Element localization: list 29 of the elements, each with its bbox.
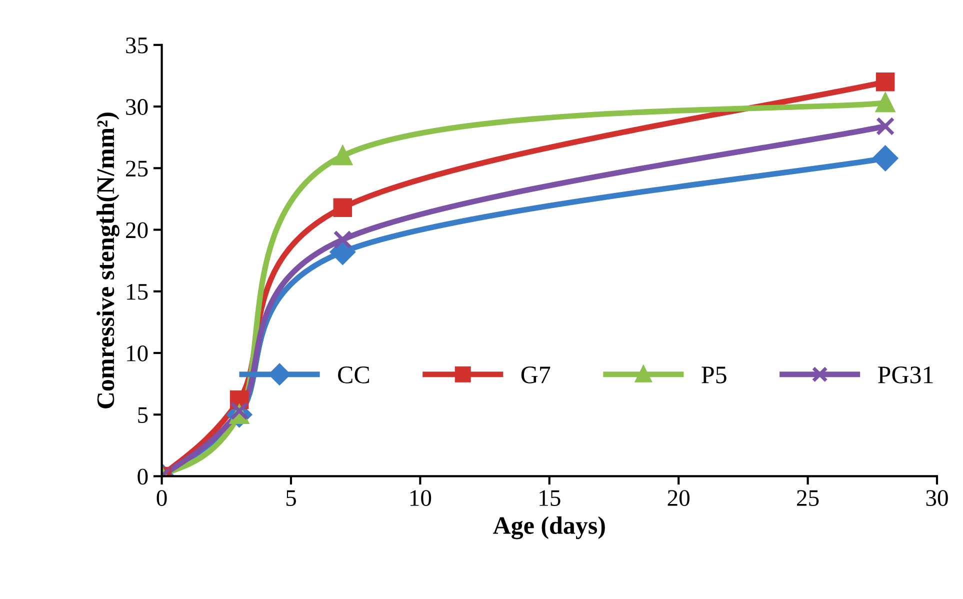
y-tick-label: 30	[126, 99, 148, 115]
legend-label: P5	[702, 366, 726, 384]
x-tick-label: 15	[540, 490, 560, 506]
y-tick-label: 20	[126, 222, 148, 238]
legend-label: CC	[338, 366, 369, 384]
y-tick-label: 25	[126, 160, 148, 177]
point	[876, 93, 895, 112]
x-tick-label: 0	[156, 490, 167, 506]
point	[876, 116, 895, 136]
point	[876, 72, 895, 92]
point	[333, 146, 352, 166]
y-axis-title: Comressive stength(N/mm²)	[96, 112, 120, 408]
y-tick-label: 15	[127, 284, 148, 300]
x-tick-label: 30	[926, 490, 948, 506]
legend-label: G7	[521, 366, 550, 384]
x-tick-label: 5	[286, 490, 296, 506]
legend-label: PG31	[878, 366, 933, 384]
point	[872, 146, 898, 171]
x-axis-title: Age (days)	[493, 516, 605, 540]
x-tick-label: 20	[668, 490, 690, 506]
x-tick-label: 25	[797, 490, 819, 506]
point	[230, 402, 249, 420]
x-tick-label: 10	[410, 490, 432, 506]
point	[333, 230, 352, 249]
point	[333, 198, 352, 217]
y-tick-label: 10	[127, 345, 148, 362]
y-tick-label: 35	[126, 37, 148, 54]
y-tick-label: 5	[138, 407, 148, 424]
y-tick-label: 0	[138, 468, 148, 485]
